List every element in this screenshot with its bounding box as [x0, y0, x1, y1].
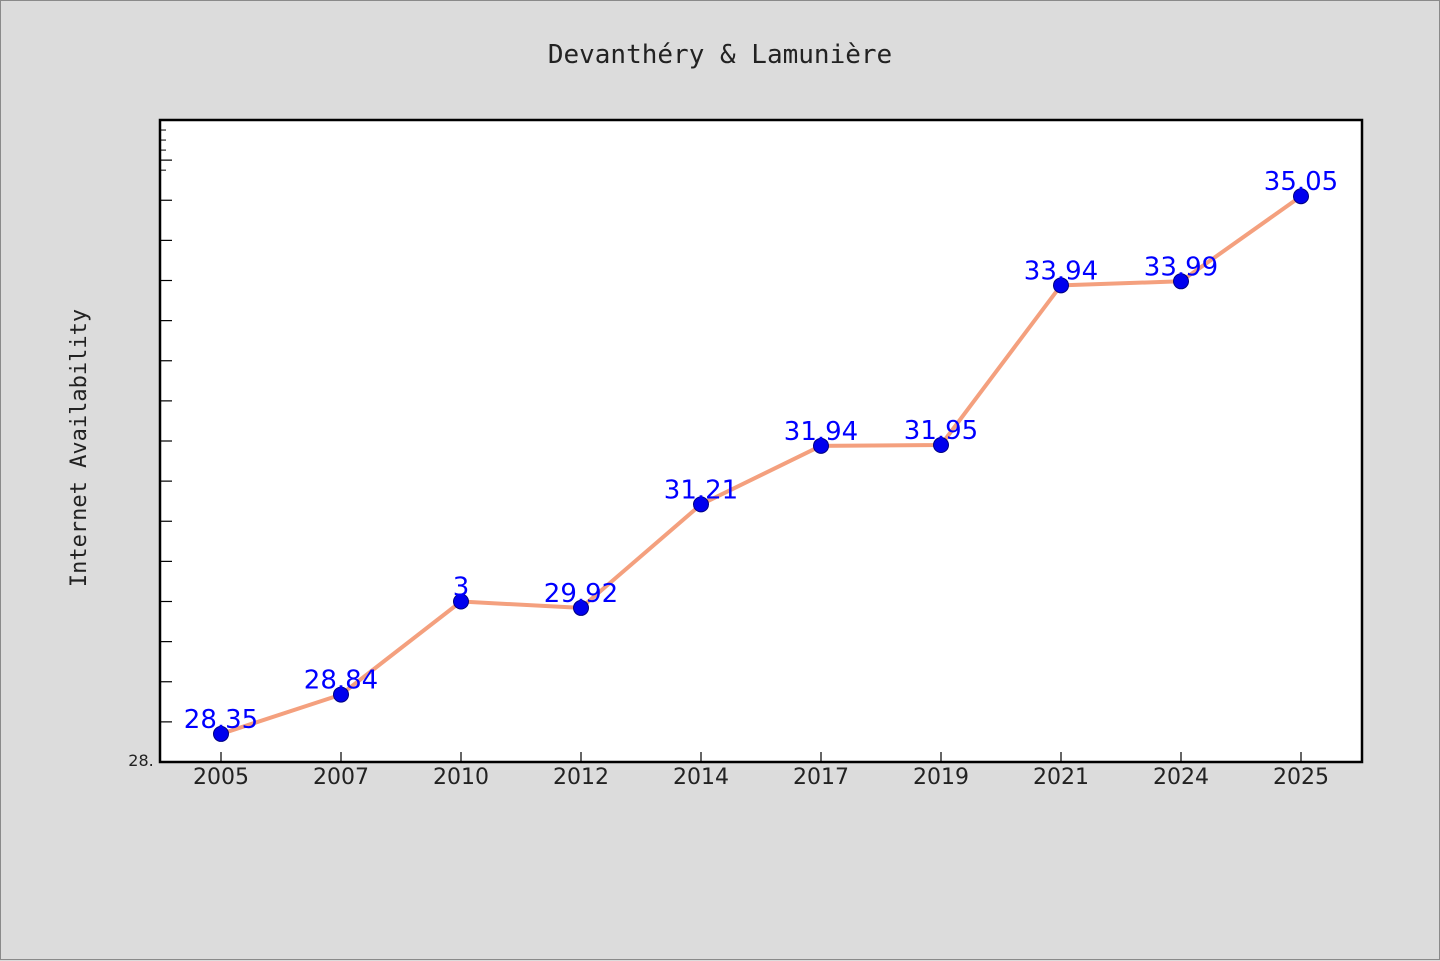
- data-point: [453, 593, 469, 610]
- x-tick-label: 2014: [673, 765, 729, 790]
- x-tick-label: 2024: [1153, 765, 1209, 790]
- data-label: 35.05: [1264, 167, 1338, 197]
- data-point: [693, 496, 709, 513]
- series-internet-availability: 28.35 28.84 3 29.92 31.21 31.94 31.95 33.94 33.9…: [184, 167, 1338, 742]
- y-axis-ticks: [160, 129, 172, 723]
- data-label: 28.35: [184, 705, 258, 735]
- x-tick-label: 2012: [553, 765, 609, 790]
- data-point: [1053, 277, 1069, 294]
- data-label: 33.99: [1144, 252, 1218, 282]
- x-tick-label: 2021: [1033, 765, 1089, 790]
- y-axis-min-tick-label: 28.: [128, 751, 153, 770]
- x-tick-label: 2025: [1273, 765, 1329, 790]
- data-label: 28.84: [304, 666, 378, 696]
- plot-area: [158, 118, 1364, 764]
- data-point: [1173, 273, 1189, 290]
- data-label: 31.94: [784, 417, 858, 447]
- data-point: [1293, 188, 1309, 205]
- data-label: 29.92: [544, 579, 618, 609]
- x-tick-label: 2017: [793, 765, 849, 790]
- y-axis-label: Internet Availability: [67, 309, 92, 587]
- data-label: 31.95: [904, 416, 978, 446]
- data-point: [573, 599, 589, 616]
- series-line: [220, 194, 1303, 736]
- x-tick-label: 2007: [313, 765, 369, 790]
- x-axis-ticks: 2005 2007 2010 2012 2014 2017 2019 2021 2024 2025: [193, 752, 1329, 790]
- data-point: [333, 686, 349, 703]
- x-tick-label: 2019: [913, 765, 969, 790]
- x-tick-label: 2005: [193, 765, 249, 790]
- data-label: 33.94: [1024, 256, 1098, 286]
- x-tick-label: 2010: [433, 765, 489, 790]
- data-label: 31.21: [664, 475, 738, 505]
- data-label: 3: [453, 573, 470, 603]
- data-point: [813, 437, 829, 454]
- chart-title: Devanthéry & Lamunière: [548, 40, 892, 70]
- data-point: [933, 437, 949, 454]
- data-point: [213, 725, 229, 742]
